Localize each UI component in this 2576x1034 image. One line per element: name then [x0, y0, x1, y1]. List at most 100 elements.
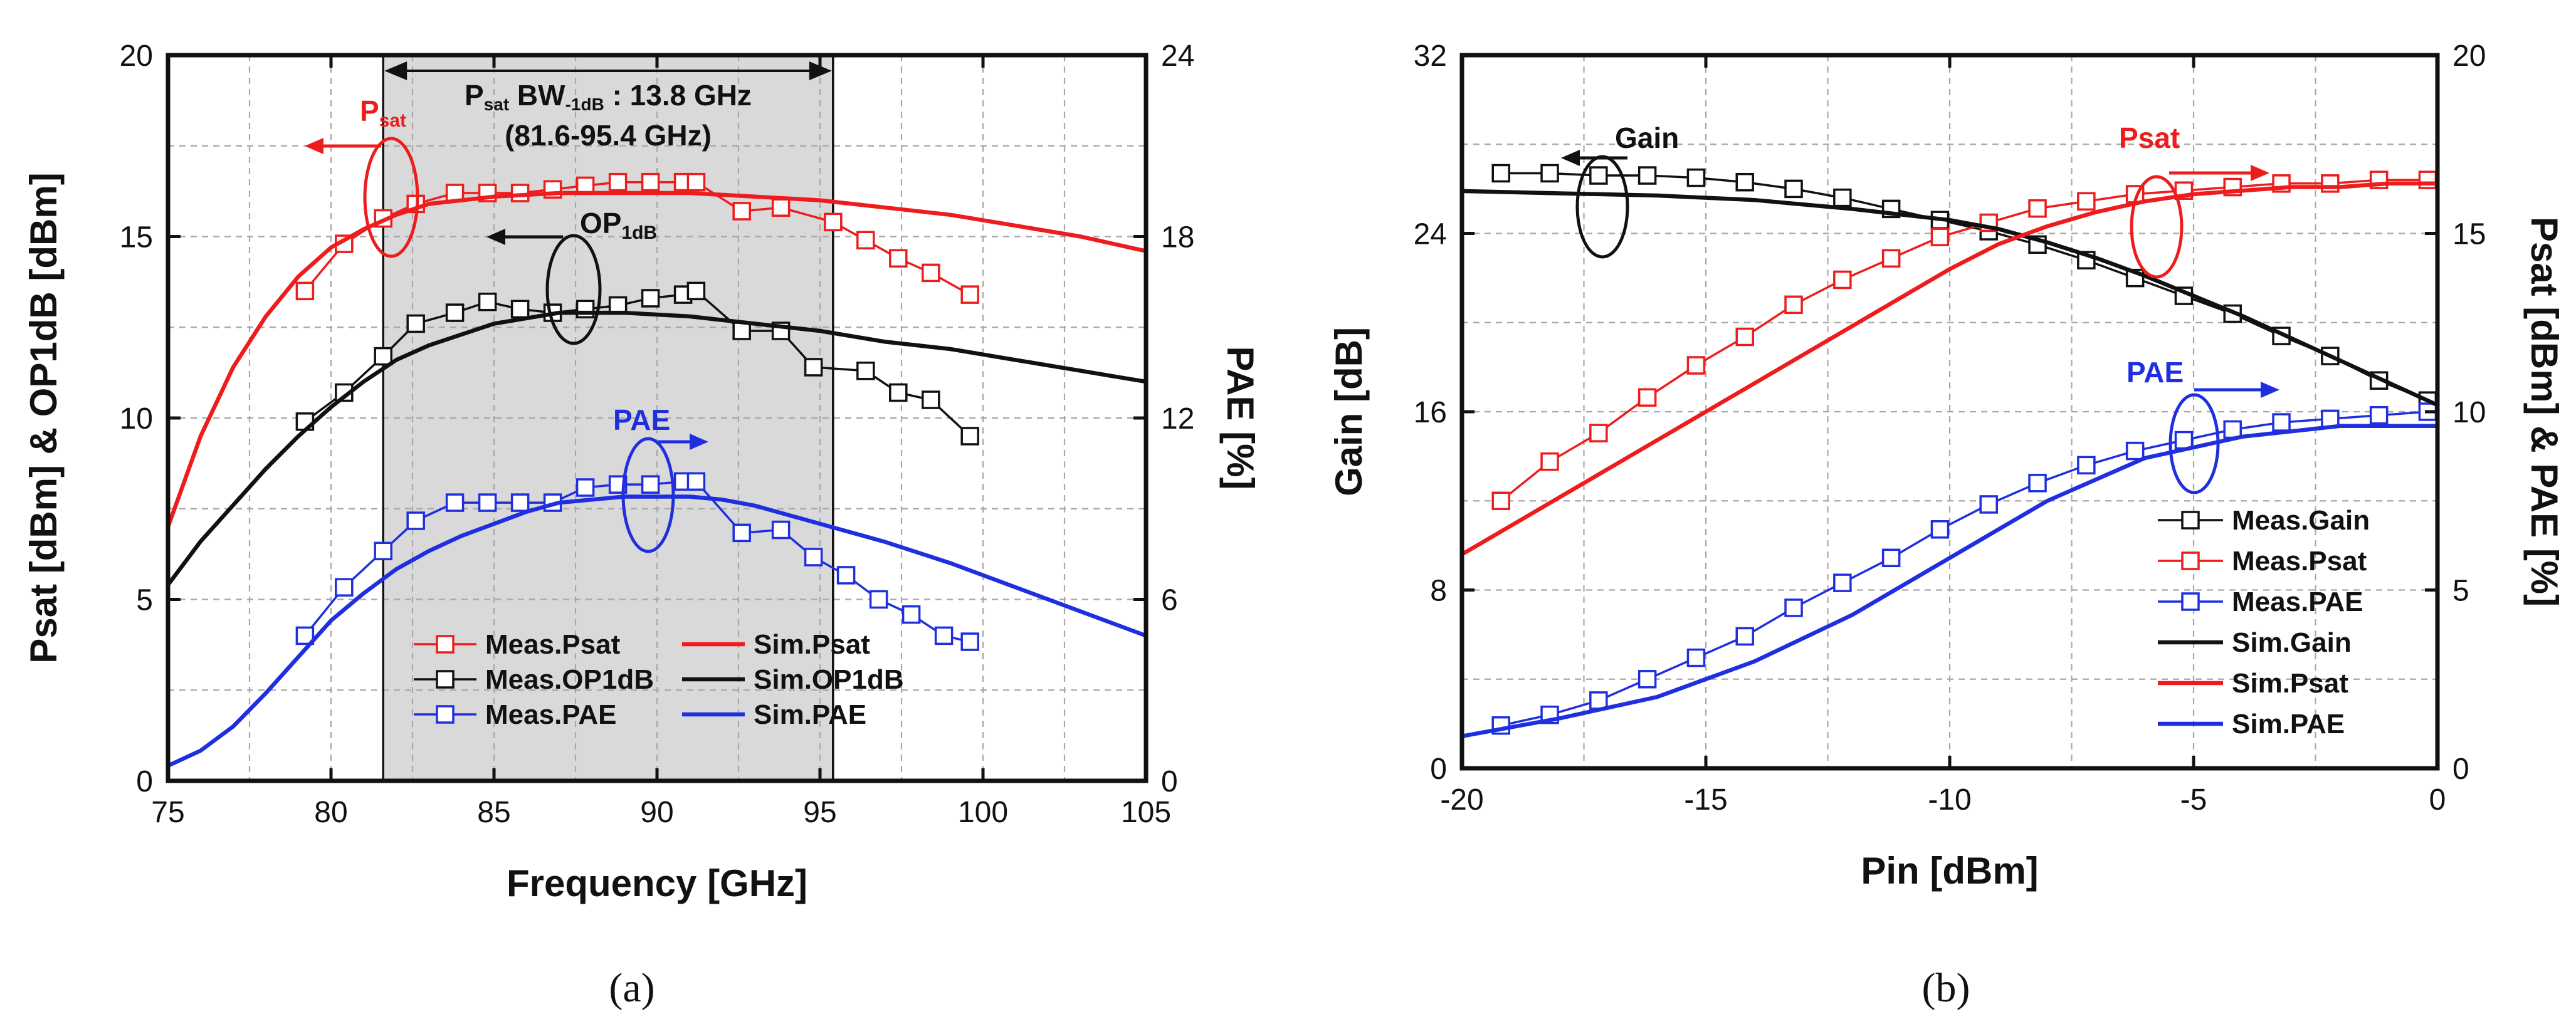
chart-a: Psat BW-1dB : 13.8 GHz (81.6-95.4 GHz) Psa… — [23, 39, 1261, 1011]
legend-label: Meas.OP1dB — [485, 664, 654, 695]
x-tick-label: 75 — [151, 796, 184, 829]
annotation-label-psat: Psat — [360, 95, 406, 131]
data-point-meas-psat — [889, 249, 908, 268]
annotation-label-gain: Gain — [1615, 122, 1679, 154]
legend-label: Sim.Psat — [2232, 668, 2348, 699]
data-point-meas-pae — [2272, 413, 2291, 432]
y-tick-label-right: 10 — [2452, 396, 2486, 429]
data-point-meas-pae — [1735, 627, 1754, 646]
annotation-ellipse-pae — [621, 437, 675, 553]
y-tick-label-right: 24 — [1161, 39, 1194, 73]
annotation-label-op1db: OP1dB — [580, 207, 657, 243]
data-point-meas-gain — [1638, 166, 1657, 185]
data-point-meas-pae — [641, 475, 660, 494]
data-point-meas-pae — [836, 566, 856, 585]
data-point-meas-pae — [374, 541, 392, 561]
data-point-meas-pae — [869, 590, 888, 609]
data-point-meas-pae — [2174, 431, 2194, 450]
y-axis-title-left: Gain [dB] — [1328, 327, 1370, 496]
y-tick-label-right: 18 — [1161, 221, 1194, 254]
data-point-meas-op1db — [732, 321, 751, 340]
y-tick-label-left: 16 — [1414, 396, 1447, 429]
data-point-meas-psat — [1491, 491, 1510, 510]
data-point-meas-psat — [824, 212, 843, 232]
x-axis-title: Pin [dBm] — [1861, 850, 2038, 892]
data-point-meas-psat — [510, 184, 530, 202]
data-point-meas-psat — [2028, 199, 2047, 218]
legend-label: Sim.Gain — [2232, 627, 2352, 658]
data-point-meas-psat — [1735, 327, 1754, 347]
data-point-meas-psat — [922, 263, 940, 283]
bandwidth-range-label: (81.6-95.4 GHz) — [505, 119, 712, 152]
data-point-meas-psat — [771, 198, 791, 217]
y-tick-label-right: 15 — [2452, 218, 2486, 251]
data-point-meas-op1db — [889, 383, 908, 402]
data-point-meas-pae — [1881, 548, 1901, 568]
panel-caption: (b) — [1922, 965, 1970, 1011]
y-tick-label-right: 12 — [1161, 402, 1194, 436]
annotation-ellipse-psat — [363, 137, 419, 258]
data-point-meas-op1db — [478, 292, 497, 311]
data-point-meas-pae — [1686, 648, 1706, 667]
series-line-sim-psat — [166, 191, 1147, 528]
data-point-meas-psat — [2077, 192, 2096, 211]
data-point-meas-gain — [1686, 168, 1706, 187]
data-point-meas-pae — [804, 548, 823, 567]
x-tick-label: 105 — [1121, 796, 1171, 829]
legend-label: Sim.PAE — [2232, 709, 2345, 739]
data-point-meas-pae — [1589, 691, 1608, 710]
data-point-meas-psat — [1589, 424, 1608, 442]
series-line-sim-gain — [1461, 189, 2439, 407]
bandwidth-arrow-head-left — [384, 61, 407, 80]
data-point-meas-op1db — [804, 358, 823, 377]
data-point-meas-pae — [686, 472, 706, 491]
data-point-meas-gain — [1491, 164, 1510, 183]
y-tick-label-right: 20 — [2452, 39, 2486, 73]
x-tick-label: -10 — [1928, 783, 1971, 817]
y-axis-title-right: Psat [dBm] & PAE [%] — [2523, 217, 2565, 607]
data-point-meas-pae — [771, 520, 791, 540]
x-tick-label: -5 — [2180, 783, 2207, 817]
y-tick-label-right: 6 — [1161, 584, 1178, 617]
annotation-label-pae: PAE — [613, 404, 670, 436]
data-point-meas-pae — [2028, 474, 2047, 493]
legend-marker — [436, 670, 455, 689]
y-tick-label-left: 8 — [1430, 575, 1447, 608]
data-point-meas-pae — [510, 493, 530, 512]
y-tick-label-left: 0 — [136, 765, 153, 798]
legend-label: Meas.PAE — [2232, 587, 2363, 617]
data-point-meas-psat — [1930, 227, 1950, 246]
y-tick-label-left: 20 — [120, 39, 153, 73]
annotation-ellipse-pae — [2169, 393, 2220, 494]
annotation-arrow-head-psat — [2251, 165, 2269, 181]
data-point-meas-pae — [2369, 405, 2389, 425]
legend-label: Meas.Psat — [2232, 546, 2367, 577]
y-tick-label-left: 24 — [1414, 218, 1447, 251]
chart-b: Gain Psat PAE Meas.Gain Meas.Psat Meas.PAE Sim… — [1328, 39, 2565, 1011]
y-tick-label-left: 15 — [120, 221, 153, 254]
x-tick-label: 85 — [477, 796, 510, 829]
data-point-meas-psat — [1638, 388, 1657, 407]
data-point-meas-pae — [960, 632, 979, 651]
y-tick-label-right: 0 — [2452, 753, 2469, 786]
data-point-meas-pae — [2125, 441, 2145, 461]
data-point-meas-pae — [445, 493, 465, 512]
data-point-meas-psat — [732, 202, 751, 221]
data-point-meas-pae — [478, 493, 497, 512]
data-point-meas-op1db — [686, 281, 706, 301]
data-point-meas-psat — [1686, 356, 1706, 375]
x-tick-label: -20 — [1440, 783, 1483, 817]
data-point-meas-gain — [1784, 179, 1803, 199]
y-axis-title-left: Psat [dBm] & OP1dB [dBm] — [23, 172, 65, 663]
data-point-meas-pae — [1979, 495, 1998, 514]
series-line-meas-gain — [1501, 172, 2429, 402]
legend-marker — [436, 635, 455, 654]
data-point-meas-op1db — [641, 289, 660, 308]
data-point-meas-psat — [295, 281, 315, 301]
x-tick-label: 95 — [803, 796, 836, 829]
data-point-meas-op1db — [922, 390, 940, 409]
data-point-meas-pae — [1833, 573, 1852, 592]
data-point-meas-pae — [1638, 670, 1657, 689]
data-point-meas-pae — [576, 478, 595, 497]
legend-marker — [2181, 551, 2200, 570]
